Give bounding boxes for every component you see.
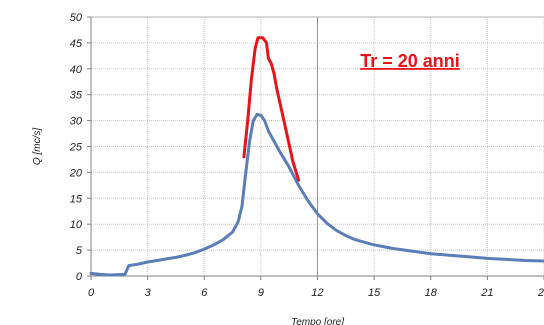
y-tick-label: 30 (70, 116, 83, 128)
y-tick-label: 35 (70, 90, 83, 102)
y-tick-label: 45 (70, 38, 83, 50)
y-tick-label: 15 (70, 193, 83, 205)
x-tick-label: 15 (368, 287, 381, 299)
y-tick-label: 50 (70, 12, 83, 24)
x-axis-title: Tempo [ore] (291, 317, 344, 325)
x-tick-label: 6 (201, 287, 208, 299)
series-line-red (242, 36, 301, 182)
y-tick-label: 20 (69, 167, 83, 179)
x-tick-label: 12 (311, 287, 323, 299)
y-tick-label: 10 (70, 219, 83, 231)
y-tick-label: 25 (69, 142, 83, 154)
plot-frame (87, 16, 544, 280)
x-tick-label: 18 (425, 287, 438, 299)
x-tick-label: 0 (88, 287, 95, 299)
x-tick-label: 9 (258, 287, 264, 299)
x-tick-labels: 0 3 6 9 12 15 18 21 24 (88, 287, 544, 299)
series-line-blue (89, 112, 544, 277)
y-tick-label: 0 (76, 271, 83, 283)
x-tick-label: 3 (145, 287, 152, 299)
y-tick-label: 5 (76, 245, 83, 257)
return-period-annotation: Tr = 20 anni (360, 51, 460, 71)
x-tick-label: 21 (480, 287, 493, 299)
series-lines (89, 36, 544, 277)
y-tick-labels: 0 5 10 15 20 25 30 35 40 45 50 (69, 12, 83, 283)
y-tick-label: 40 (70, 64, 83, 76)
y-axis-title: Q [mc/s] (32, 128, 43, 165)
x-tick-label: 24 (537, 287, 544, 299)
